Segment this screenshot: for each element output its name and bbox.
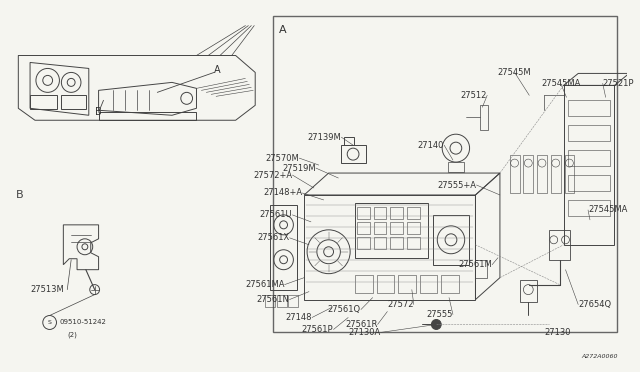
Bar [398, 275, 416, 293]
Text: 27561MA: 27561MA [245, 280, 285, 289]
Bar [61, 95, 86, 109]
Bar [520, 280, 537, 302]
Bar [355, 203, 428, 258]
Bar [357, 237, 370, 249]
Bar [374, 207, 387, 219]
Text: 27130: 27130 [544, 328, 570, 337]
Bar [441, 275, 459, 293]
Text: 27561Q: 27561Q [328, 305, 361, 314]
Bar [390, 222, 403, 234]
Bar [568, 175, 609, 191]
Text: 27130A: 27130A [348, 328, 381, 337]
Bar [344, 137, 354, 145]
Bar [357, 207, 370, 219]
Circle shape [431, 320, 441, 330]
Bar [448, 162, 464, 172]
Bar [537, 155, 547, 193]
Text: 27545M: 27545M [498, 68, 531, 77]
Bar [273, 16, 618, 333]
Bar [99, 112, 196, 120]
Bar [524, 155, 533, 193]
Text: 27545MA: 27545MA [541, 79, 580, 88]
Text: A: A [214, 65, 221, 76]
Bar [30, 95, 58, 109]
Text: 27148: 27148 [285, 313, 312, 322]
Bar [355, 275, 372, 293]
Text: 27561U: 27561U [260, 211, 292, 219]
Bar [433, 215, 468, 265]
Text: 27572: 27572 [387, 300, 414, 309]
Text: 27513M: 27513M [30, 285, 64, 294]
Bar [551, 155, 561, 193]
Text: 27521P: 27521P [603, 79, 634, 88]
Bar [341, 145, 366, 163]
Bar [304, 195, 476, 299]
Bar [568, 100, 609, 116]
Bar [357, 222, 370, 234]
Text: S: S [48, 320, 52, 325]
Text: 27561N: 27561N [257, 295, 289, 304]
Text: 27561P: 27561P [302, 325, 333, 334]
Text: 27512: 27512 [461, 91, 487, 100]
Text: B: B [15, 190, 23, 200]
Bar [568, 150, 609, 166]
Bar [407, 207, 420, 219]
Bar [564, 155, 574, 193]
Bar [265, 295, 275, 307]
Bar [376, 275, 394, 293]
Bar [420, 275, 437, 293]
Bar [568, 200, 609, 216]
Bar [568, 125, 609, 141]
Text: A: A [278, 25, 286, 35]
Text: 27572+A: 27572+A [253, 170, 292, 180]
Text: (2): (2) [67, 331, 77, 338]
Text: 27561M: 27561M [458, 260, 492, 269]
Bar [509, 155, 520, 193]
Bar [549, 230, 570, 260]
Bar [564, 86, 614, 245]
Bar [374, 222, 387, 234]
Text: 27555+A: 27555+A [437, 180, 476, 189]
Bar [390, 207, 403, 219]
Text: 27654Q: 27654Q [578, 300, 611, 309]
Text: 27140: 27140 [418, 141, 444, 150]
Text: 09510-51242: 09510-51242 [60, 320, 106, 326]
Bar [374, 237, 387, 249]
Text: 27561R: 27561R [345, 320, 378, 329]
Bar [407, 222, 420, 234]
Bar [476, 260, 487, 278]
Text: 27519M: 27519M [282, 164, 316, 173]
Bar [289, 295, 298, 307]
Text: 27545MA: 27545MA [588, 205, 627, 214]
Text: 27139M: 27139M [308, 133, 341, 142]
Text: 27148+A: 27148+A [263, 189, 302, 198]
Text: 27561X: 27561X [257, 233, 289, 242]
Bar [270, 205, 298, 290]
Bar [407, 237, 420, 249]
Bar [276, 295, 287, 307]
Text: A272A0060: A272A0060 [581, 355, 618, 359]
Text: B: B [95, 107, 101, 117]
Bar [481, 105, 488, 130]
Text: 27555: 27555 [427, 310, 453, 319]
Bar [390, 237, 403, 249]
Text: 27570M: 27570M [266, 154, 300, 163]
